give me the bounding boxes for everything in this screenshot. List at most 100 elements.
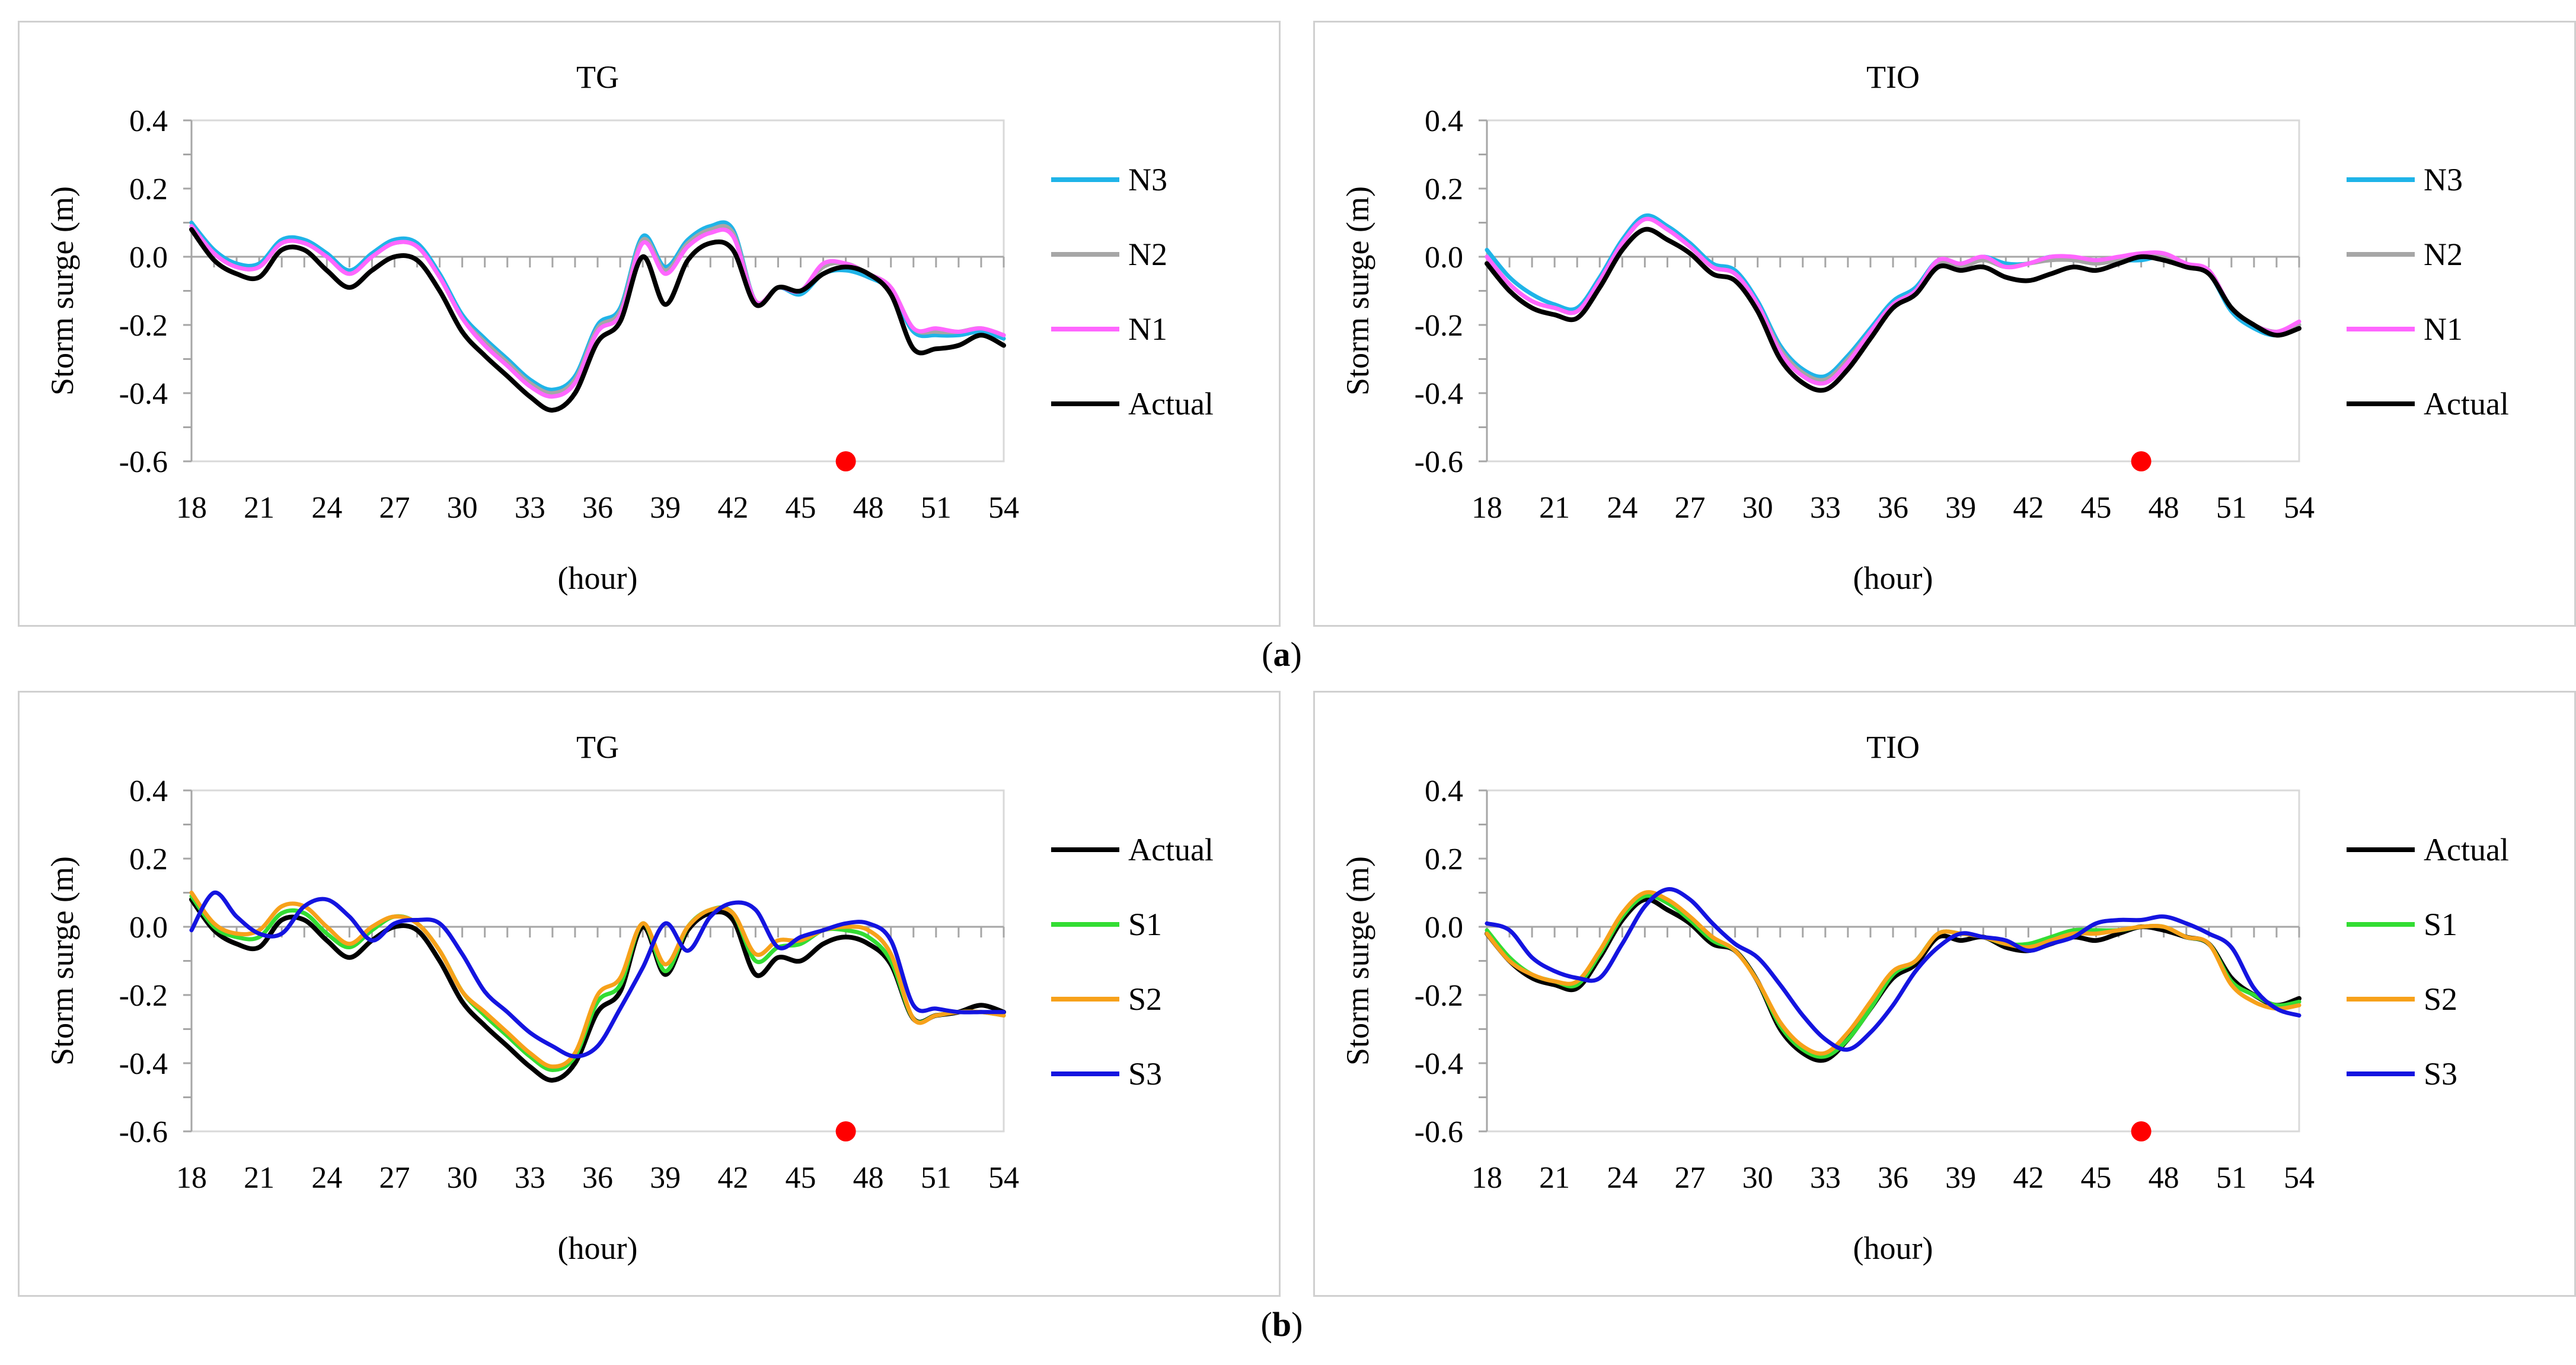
x-tick-label: 18 — [176, 491, 207, 525]
x-tick-label: 36 — [1878, 1161, 1908, 1195]
series-line-n3 — [189, 220, 1006, 392]
event-marker-dot — [835, 451, 856, 471]
legend-label-actual: Actual — [2424, 832, 2509, 868]
x-tick-label: 42 — [717, 491, 748, 525]
x-tick-label: 30 — [447, 1161, 478, 1195]
x-tick-label: 45 — [2081, 1161, 2112, 1195]
y-tick-label: -0.6 — [119, 1115, 168, 1149]
series-line-n2 — [189, 224, 1006, 396]
x-tick-label: 54 — [988, 491, 1019, 525]
y-axis-label: Storm surge (m) — [1340, 856, 1375, 1066]
x-tick-label: 24 — [311, 1161, 342, 1195]
y-tick-label: -0.6 — [1415, 445, 1463, 479]
y-tick-label: 0.0 — [1425, 241, 1463, 275]
x-tick-label: 54 — [2284, 491, 2315, 525]
x-tick-label: 27 — [379, 491, 410, 525]
x-tick-label: 33 — [515, 491, 545, 525]
x-tick-label: 36 — [582, 491, 613, 525]
x-tick-label: 24 — [1607, 1161, 1637, 1195]
x-tick-label: 51 — [921, 491, 952, 525]
chart-svg: 0.4 0.2 0.0 -0.2 -0.4 -0.618 21 24 27 30 33 36 39 42 4… — [1340, 59, 2509, 596]
x-axis-label: (hour) — [1853, 560, 1933, 596]
chart-panel-a-tg: 0.4 0.2 0.0 -0.2 -0.4 -0.6 18 21 24 27 30 33 36 39 42 4… — [18, 21, 1281, 627]
x-tick-label: 33 — [1810, 1161, 1841, 1195]
x-axis-label: (hour) — [558, 560, 638, 596]
series-line-s3 — [1485, 887, 2302, 1052]
chart-panel-b-tg: 0.4 0.2 0.0 -0.2 -0.4 -0.6 18 21 24 27 30 33 36 39 42 4… — [18, 691, 1281, 1297]
chart-title: TG — [576, 59, 619, 95]
y-tick-label: 0.2 — [129, 173, 168, 206]
x-axis-label: (hour) — [558, 1230, 638, 1266]
x-tick-label: 45 — [786, 491, 816, 525]
legend-label-n1: N1 — [1128, 311, 1167, 347]
y-tick-label: 0.0 — [1425, 911, 1463, 945]
series-line-n3 — [1485, 213, 2302, 379]
series-line-actual — [189, 227, 1006, 413]
x-tick-label: 30 — [1742, 1161, 1773, 1195]
y-tick-label: 0.4 — [1425, 104, 1463, 138]
x-tick-label: 27 — [1675, 1161, 1706, 1195]
x-tick-label: 18 — [1471, 1161, 1502, 1195]
plot-area — [1486, 789, 2300, 1133]
x-tick-label: 21 — [1539, 491, 1570, 525]
x-tick-label: 42 — [2013, 491, 2044, 525]
legend-label-s2: S2 — [1128, 981, 1162, 1017]
x-tick-label: 36 — [1878, 491, 1908, 525]
legend-label-actual: Actual — [2424, 386, 2509, 422]
y-tick-label: 0.4 — [129, 774, 168, 808]
y-tick-label: -0.4 — [1415, 1047, 1463, 1081]
series-line-s1 — [189, 894, 1006, 1072]
y-tick-label: -0.4 — [119, 1047, 168, 1081]
x-tick-label: 45 — [2081, 491, 2112, 525]
x-tick-label: 48 — [853, 491, 884, 525]
x-tick-label: 24 — [311, 491, 342, 525]
subfigure-label-a: (a) — [1262, 635, 1302, 674]
x-tick-label: 18 — [1471, 491, 1502, 525]
chart-svg: 0.4 0.2 0.0 -0.2 -0.4 -0.618 21 24 27 30 33 36 39 42 4… — [44, 59, 1214, 596]
chart-title: TIO — [1866, 59, 1920, 95]
x-tick-label: 39 — [1945, 1161, 1976, 1195]
y-axis-label: Storm surge (m) — [44, 186, 80, 396]
y-axis-label: Storm surge (m) — [44, 856, 80, 1066]
legend-label-n3: N3 — [1128, 162, 1167, 197]
plot-area — [1486, 119, 2300, 463]
series-line-s3 — [189, 890, 1006, 1058]
y-axis-label: Storm surge (m) — [1340, 186, 1375, 396]
legend-label-actual: Actual — [1128, 386, 1214, 422]
y-tick-label: -0.6 — [119, 445, 168, 479]
x-tick-label: 42 — [717, 1161, 748, 1195]
subfigure-label-a-text: a — [1273, 635, 1291, 674]
y-tick-label: 0.2 — [1425, 843, 1463, 876]
y-tick-label: 0.0 — [129, 241, 168, 275]
y-tick-label: 0.0 — [129, 911, 168, 945]
x-tick-label: 39 — [650, 1161, 681, 1195]
chart-title: TIO — [1866, 729, 1920, 765]
x-tick-label: 42 — [2013, 1161, 2044, 1195]
y-tick-label: -0.4 — [1415, 377, 1463, 411]
legend-label-s1: S1 — [1128, 907, 1162, 942]
legend-label-n2: N2 — [2424, 237, 2463, 272]
x-tick-label: 24 — [1607, 491, 1637, 525]
x-tick-label: 51 — [2216, 1161, 2247, 1195]
x-tick-label: 51 — [921, 1161, 952, 1195]
series-line-n1 — [189, 224, 1006, 399]
y-tick-label: 0.2 — [129, 843, 168, 876]
x-tick-label: 21 — [244, 1161, 274, 1195]
x-tick-label: 48 — [2149, 1161, 2179, 1195]
legend-label-n2: N2 — [1128, 237, 1167, 272]
y-tick-label: -0.4 — [119, 377, 168, 411]
y-tick-label: -0.2 — [119, 979, 168, 1013]
x-tick-label: 39 — [1945, 491, 1976, 525]
x-tick-label: 30 — [1742, 491, 1773, 525]
x-tick-label: 51 — [2216, 491, 2247, 525]
x-tick-label: 45 — [786, 1161, 816, 1195]
y-tick-label: -0.2 — [1415, 309, 1463, 343]
series-line-actual — [189, 897, 1006, 1083]
series-line-actual — [1485, 227, 2302, 393]
y-tick-label: 0.4 — [1425, 774, 1463, 808]
plot-area — [190, 789, 1005, 1133]
x-tick-label: 48 — [853, 1161, 884, 1195]
subfigure-label-b-text: b — [1272, 1305, 1292, 1344]
chart-title: TG — [576, 729, 619, 765]
y-tick-label: -0.2 — [1415, 979, 1463, 1013]
